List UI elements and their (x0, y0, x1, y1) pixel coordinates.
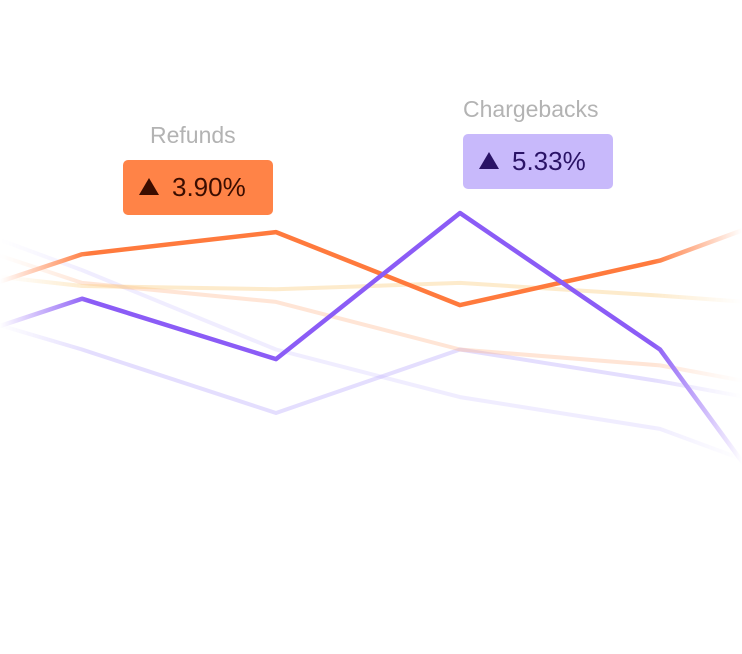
series-line-4 (0, 253, 742, 383)
triangle-up-icon (479, 151, 499, 169)
series-line-5 (0, 323, 742, 415)
series-line-1 (0, 210, 742, 466)
chargebacks-value: 5.33% (512, 146, 586, 176)
series-line-2 (0, 227, 742, 308)
chargebacks-badge: 5.33% (463, 134, 613, 189)
chargebacks-label: Chargebacks (463, 96, 599, 122)
refunds-badge: 3.90% (123, 160, 273, 215)
refunds-value: 3.90% (172, 172, 246, 202)
series-line-6 (0, 237, 742, 462)
triangle-up-icon (139, 177, 159, 195)
refunds-label: Refunds (150, 122, 236, 148)
